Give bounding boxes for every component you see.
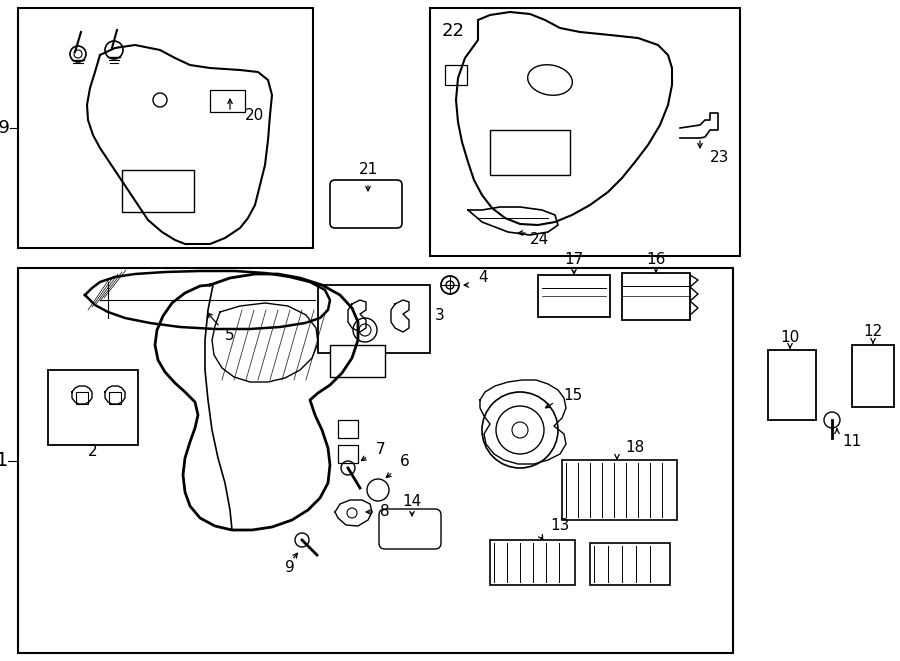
Text: 24: 24 — [530, 233, 549, 247]
Text: 14: 14 — [402, 494, 421, 510]
Bar — [490, 130, 570, 175]
Text: 12: 12 — [863, 325, 883, 340]
FancyBboxPatch shape — [379, 509, 441, 549]
Text: 6: 6 — [400, 455, 410, 469]
Text: 2: 2 — [88, 444, 98, 459]
Text: 7: 7 — [376, 442, 385, 457]
Text: 9: 9 — [285, 561, 295, 576]
Bar — [445, 65, 467, 85]
Text: 20: 20 — [245, 108, 265, 124]
Bar — [76, 392, 88, 404]
Text: 10: 10 — [780, 330, 799, 346]
Text: 4: 4 — [478, 270, 488, 284]
Text: 8: 8 — [380, 504, 390, 520]
Text: 3: 3 — [435, 307, 445, 323]
Text: 5: 5 — [225, 327, 235, 342]
Bar — [768, 350, 816, 420]
Bar — [318, 285, 430, 353]
Bar — [622, 273, 690, 320]
Text: 21: 21 — [358, 163, 378, 178]
Bar — [338, 420, 358, 438]
Bar — [122, 170, 194, 212]
Text: 15: 15 — [563, 389, 582, 403]
Text: 17: 17 — [564, 253, 583, 268]
Ellipse shape — [527, 65, 572, 95]
Text: 22: 22 — [442, 22, 465, 40]
Bar — [18, 268, 733, 653]
Bar — [590, 543, 670, 585]
Text: 13: 13 — [550, 518, 570, 533]
Text: 19: 19 — [0, 119, 10, 137]
Text: 11: 11 — [842, 434, 861, 449]
Bar — [430, 8, 740, 256]
Bar — [538, 275, 610, 317]
Bar — [338, 445, 358, 463]
Text: 1: 1 — [0, 451, 8, 470]
Bar — [852, 345, 894, 407]
Text: 18: 18 — [625, 440, 644, 455]
Bar — [109, 392, 121, 404]
Text: 16: 16 — [646, 253, 666, 268]
Bar — [330, 345, 385, 377]
Bar — [562, 460, 677, 520]
Text: 23: 23 — [710, 149, 729, 165]
Bar — [18, 8, 313, 248]
FancyBboxPatch shape — [330, 180, 402, 228]
Bar — [210, 90, 245, 112]
Bar — [490, 540, 575, 585]
Bar — [48, 370, 138, 445]
